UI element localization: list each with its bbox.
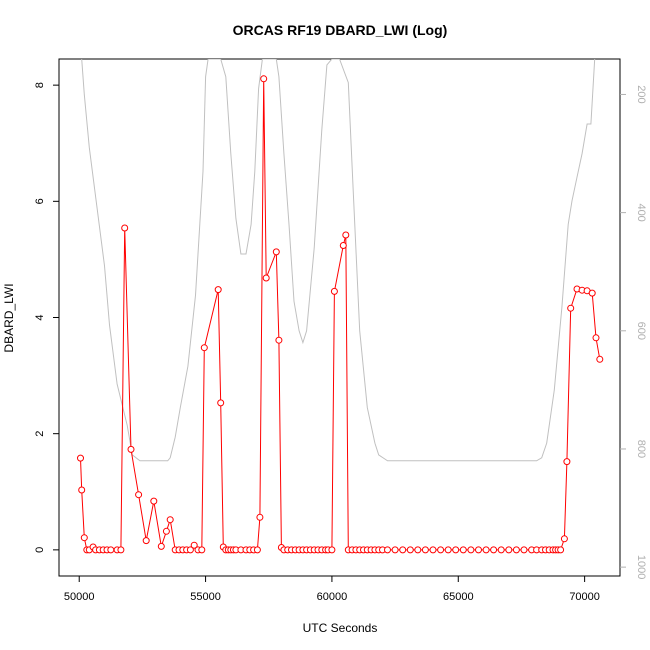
data-point <box>414 546 422 554</box>
y-tick-label: 4 <box>34 314 46 320</box>
chart-title: ORCAS RF19 DBARD_LWI (Log) <box>233 22 448 38</box>
y2-tick-label: 400 <box>635 203 647 221</box>
x-tick-label: 65000 <box>443 591 474 603</box>
y2-tick-label: 800 <box>635 440 647 458</box>
data-point <box>475 546 482 554</box>
y-axis: 0 2 4 6 8 <box>34 82 59 553</box>
data-point <box>217 399 225 407</box>
data-point <box>452 546 460 554</box>
primary-series-layer <box>77 75 604 554</box>
x-tick-label: 50000 <box>64 591 95 603</box>
y2-tick-label: 600 <box>635 322 647 340</box>
data-point <box>186 546 194 554</box>
data-point <box>557 546 565 554</box>
data-point <box>127 445 135 453</box>
x-tick-label: 55000 <box>190 591 221 603</box>
data-point <box>262 274 270 282</box>
data-point <box>384 546 391 554</box>
data-point <box>330 287 338 295</box>
data-point <box>490 546 498 554</box>
data-point <box>166 516 174 524</box>
data-point <box>80 534 88 542</box>
data-point <box>214 286 222 294</box>
x-tick-label: 60000 <box>317 591 348 603</box>
data-point <box>121 224 129 232</box>
data-point <box>328 546 336 554</box>
y-tick-label: 6 <box>34 198 46 204</box>
data-point <box>482 546 490 554</box>
data-point <box>520 546 528 554</box>
y-axis-right: 200 400 600 800 1000 <box>620 85 647 579</box>
data-point <box>505 546 513 554</box>
data-point <box>444 546 452 554</box>
y-tick-label: 2 <box>34 431 46 437</box>
data-point <box>421 546 429 554</box>
data-point <box>275 336 283 344</box>
x-tick-label: 70000 <box>569 591 600 603</box>
x-axis: 50000 55000 60000 65000 70000 <box>64 576 600 603</box>
data-point <box>78 486 86 494</box>
data-point <box>459 546 467 554</box>
primary-series-line <box>80 78 601 551</box>
data-point <box>342 231 350 239</box>
y-axis-label: DBARD_LWI <box>2 283 16 352</box>
data-point <box>77 454 84 462</box>
data-point <box>190 541 198 549</box>
plot-frame <box>58 58 621 577</box>
data-point <box>198 546 206 554</box>
secondary-series-layer <box>81 59 596 462</box>
y2-tick-label: 200 <box>635 85 647 103</box>
data-point <box>391 546 399 554</box>
data-point <box>256 513 264 521</box>
data-point <box>135 491 143 499</box>
y-tick-label: 8 <box>34 82 46 88</box>
data-point <box>107 546 115 554</box>
data-point <box>596 355 604 363</box>
x-axis-label: UTC Seconds <box>303 621 378 635</box>
data-point <box>406 546 414 554</box>
data-point <box>399 546 407 554</box>
data-point <box>429 546 437 554</box>
data-point <box>560 535 568 543</box>
data-point <box>563 458 571 466</box>
y2-tick-label: 1000 <box>635 555 647 579</box>
data-point <box>592 334 600 342</box>
data-point <box>260 75 268 83</box>
data-point <box>253 546 261 554</box>
secondary-series-line <box>81 59 596 462</box>
data-point <box>272 248 280 256</box>
data-point <box>142 537 150 545</box>
data-point <box>567 304 575 312</box>
plot-area <box>58 58 621 577</box>
data-point <box>497 546 505 554</box>
data-point <box>588 289 596 297</box>
data-point <box>200 344 208 352</box>
data-point <box>339 242 347 249</box>
y-tick-label: 0 <box>34 547 46 553</box>
data-point <box>150 497 158 505</box>
data-point <box>512 546 520 554</box>
data-point <box>117 546 125 554</box>
data-point <box>467 546 475 554</box>
data-point <box>157 542 165 550</box>
data-point <box>437 546 445 554</box>
data-point <box>162 527 170 535</box>
